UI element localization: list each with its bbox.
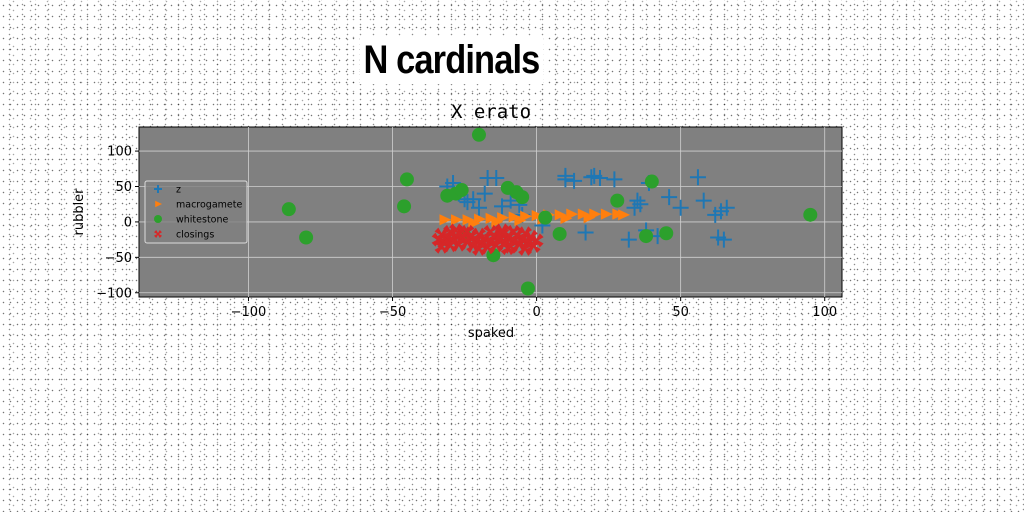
x-tick-label: 0 xyxy=(532,305,540,320)
data-point xyxy=(443,238,458,253)
data-point xyxy=(538,210,553,225)
data-point xyxy=(299,230,314,245)
data-point xyxy=(618,209,631,221)
data-point xyxy=(515,190,530,205)
data-point xyxy=(566,172,583,189)
x-tick-label: 50 xyxy=(672,305,689,320)
legend-label: macrogamete xyxy=(176,200,242,211)
x-tick-label: 100 xyxy=(812,305,837,320)
legend-label: closings xyxy=(176,230,214,241)
data-point xyxy=(520,281,535,296)
data-point xyxy=(454,183,469,198)
data-point xyxy=(448,223,463,238)
data-point xyxy=(552,226,567,241)
legend-marker xyxy=(155,200,162,208)
data-point xyxy=(500,241,515,256)
data-point xyxy=(397,199,412,214)
x-tick-label: −100 xyxy=(231,305,267,320)
data-point xyxy=(281,202,296,217)
data-point xyxy=(471,241,486,256)
y-tick-label: −50 xyxy=(105,251,132,266)
data-point xyxy=(715,231,732,248)
legend: z macrogamete whitestone closings xyxy=(144,180,248,244)
data-point xyxy=(620,231,637,248)
legend-label: z xyxy=(176,185,181,196)
data-point xyxy=(518,241,533,256)
y-tick-label: −100 xyxy=(96,286,132,301)
data-point xyxy=(644,174,659,189)
y-tick-label: 50 xyxy=(115,180,132,195)
legend-marker xyxy=(154,215,162,223)
data-point xyxy=(557,171,574,188)
data-point xyxy=(591,170,608,186)
data-point xyxy=(471,127,486,142)
legend-marker xyxy=(154,230,162,238)
legend-label: whitestone xyxy=(176,215,229,226)
y-tick-label: 0 xyxy=(124,215,132,230)
data-point xyxy=(494,198,511,215)
data-point xyxy=(632,196,649,213)
data-point xyxy=(439,214,452,226)
data-point xyxy=(476,185,493,202)
data-point xyxy=(639,229,654,244)
data-point xyxy=(465,191,482,208)
chart-title: X erato xyxy=(451,101,531,123)
series-closings xyxy=(431,223,544,256)
data-point xyxy=(718,199,735,216)
data-point xyxy=(506,224,521,239)
data-point xyxy=(629,192,646,209)
series-layer xyxy=(281,127,818,296)
data-point xyxy=(695,192,712,209)
data-point xyxy=(661,189,678,206)
y-axis-label: rubbler xyxy=(72,188,87,236)
series-whitestone xyxy=(281,127,818,296)
data-point xyxy=(470,199,487,216)
data-point xyxy=(606,171,623,188)
y-tick-label: 100 xyxy=(107,145,132,160)
figure-title: N cardinals xyxy=(360,36,543,84)
data-point xyxy=(672,199,689,216)
data-point xyxy=(495,223,510,238)
data-point xyxy=(451,214,463,226)
data-point xyxy=(803,207,818,222)
data-point xyxy=(583,212,596,224)
data-point xyxy=(399,172,414,187)
x-axis-label: spaked xyxy=(468,326,514,341)
data-point xyxy=(689,169,706,186)
data-point xyxy=(577,224,594,241)
data-point xyxy=(600,208,613,220)
data-point xyxy=(659,226,674,241)
data-point xyxy=(483,224,498,239)
legend-box xyxy=(144,180,248,244)
data-point xyxy=(529,233,544,248)
axis-ticks: −100 −50 0 50 100 −100 −50 0 50 100 xyxy=(96,145,837,320)
data-point xyxy=(514,214,527,227)
data-point xyxy=(488,170,505,186)
data-point xyxy=(610,193,625,208)
data-point xyxy=(560,212,573,224)
x-tick-label: −50 xyxy=(379,305,406,320)
data-point xyxy=(460,224,475,239)
legend-marker xyxy=(154,185,162,193)
data-point xyxy=(491,216,504,228)
